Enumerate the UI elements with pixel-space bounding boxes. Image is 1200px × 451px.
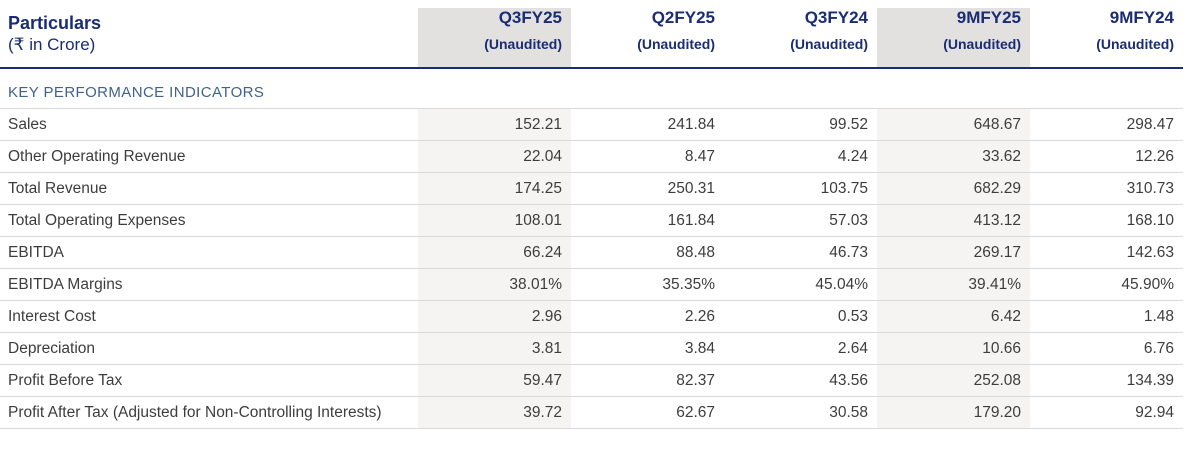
cell-value: 12.26: [1030, 140, 1183, 173]
cell-value: 103.75: [724, 172, 877, 205]
cell-value: 62.67: [571, 396, 724, 429]
cell-value: 2.64: [724, 332, 877, 365]
cell-value: 3.81: [418, 332, 571, 365]
particulars-header-cell: Particulars (₹ in Crore): [0, 8, 418, 69]
cell-value: 161.84: [571, 204, 724, 237]
row-label: Total Revenue: [0, 172, 418, 205]
table-row-total-operating-expenses: Total Operating Expenses 108.01 161.84 5…: [0, 204, 1183, 237]
column-header-q3fy25: Q3FY25 (Unaudited): [418, 8, 571, 69]
kpi-table: Particulars (₹ in Crore) Q3FY25 (Unaudit…: [0, 8, 1183, 429]
cell-value: 3.84: [571, 332, 724, 365]
cell-value: 45.04%: [724, 268, 877, 301]
audit-status-label: (Unaudited): [637, 36, 715, 52]
row-label: EBITDA: [0, 236, 418, 269]
row-label: Other Operating Revenue: [0, 140, 418, 173]
cell-value: 22.04: [418, 140, 571, 173]
cell-value: 30.58: [724, 396, 877, 429]
cell-value: 66.24: [418, 236, 571, 269]
row-label: Profit After Tax (Adjusted for Non-Contr…: [0, 396, 418, 429]
cell-value: 142.63: [1030, 236, 1183, 269]
table-header-row: Particulars (₹ in Crore) Q3FY25 (Unaudit…: [0, 8, 1183, 69]
audit-status-label: (Unaudited): [943, 36, 1021, 52]
cell-value: 241.84: [571, 108, 724, 141]
row-label: Sales: [0, 108, 418, 141]
cell-value: 174.25: [418, 172, 571, 205]
cell-value: 43.56: [724, 364, 877, 397]
cell-value: 8.47: [571, 140, 724, 173]
cell-value: 4.24: [724, 140, 877, 173]
cell-value: 269.17: [877, 236, 1030, 269]
table-row-profit-after-tax: Profit After Tax (Adjusted for Non-Contr…: [0, 396, 1183, 429]
table-row-profit-before-tax: Profit Before Tax 59.47 82.37 43.56 252.…: [0, 364, 1183, 397]
table-row-ebitda-margins: EBITDA Margins 38.01% 35.35% 45.04% 39.4…: [0, 268, 1183, 301]
column-header-9mfy24: 9MFY24 (Unaudited): [1030, 8, 1183, 69]
table-row-sales: Sales 152.21 241.84 99.52 648.67 298.47: [0, 108, 1183, 141]
cell-value: 2.96: [418, 300, 571, 333]
cell-value: 39.72: [418, 396, 571, 429]
cell-value: 45.90%: [1030, 268, 1183, 301]
column-header-q3fy24: Q3FY24 (Unaudited): [724, 8, 877, 69]
cell-value: 82.37: [571, 364, 724, 397]
table-row-interest-cost: Interest Cost 2.96 2.26 0.53 6.42 1.48: [0, 300, 1183, 333]
cell-value: 46.73: [724, 236, 877, 269]
cell-value: 413.12: [877, 204, 1030, 237]
cell-value: 33.62: [877, 140, 1030, 173]
cell-value: 92.94: [1030, 396, 1183, 429]
cell-value: 298.47: [1030, 108, 1183, 141]
cell-value: 134.39: [1030, 364, 1183, 397]
cell-value: 252.08: [877, 364, 1030, 397]
cell-value: 99.52: [724, 108, 877, 141]
cell-value: 39.41%: [877, 268, 1030, 301]
audit-status-label: (Unaudited): [1096, 36, 1174, 52]
table-row-total-revenue: Total Revenue 174.25 250.31 103.75 682.2…: [0, 172, 1183, 205]
period-label: Q2FY25: [651, 8, 715, 27]
period-label: Q3FY25: [498, 8, 562, 27]
cell-value: 179.20: [877, 396, 1030, 429]
audit-status-label: (Unaudited): [484, 36, 562, 52]
period-label: Q3FY24: [804, 8, 868, 27]
cell-value: 35.35%: [571, 268, 724, 301]
row-label: Total Operating Expenses: [0, 204, 418, 237]
cell-value: 250.31: [571, 172, 724, 205]
table-row-other-operating-revenue: Other Operating Revenue 22.04 8.47 4.24 …: [0, 140, 1183, 173]
row-label: Profit Before Tax: [0, 364, 418, 397]
section-heading-row: KEY PERFORMANCE INDICATORS: [0, 68, 1183, 109]
period-label: 9MFY24: [1109, 8, 1174, 27]
cell-value: 10.66: [877, 332, 1030, 365]
audit-status-label: (Unaudited): [790, 36, 868, 52]
row-label: Depreciation: [0, 332, 418, 365]
table-row-depreciation: Depreciation 3.81 3.84 2.64 10.66 6.76: [0, 332, 1183, 365]
particulars-label: Particulars: [8, 13, 102, 33]
cell-value: 6.76: [1030, 332, 1183, 365]
row-label: Interest Cost: [0, 300, 418, 333]
row-label: EBITDA Margins: [0, 268, 418, 301]
cell-value: 0.53: [724, 300, 877, 333]
cell-value: 1.48: [1030, 300, 1183, 333]
cell-value: 88.48: [571, 236, 724, 269]
cell-value: 2.26: [571, 300, 724, 333]
cell-value: 59.47: [418, 364, 571, 397]
cell-value: 648.67: [877, 108, 1030, 141]
cell-value: 57.03: [724, 204, 877, 237]
column-header-9mfy25: 9MFY25 (Unaudited): [877, 8, 1030, 69]
section-title: KEY PERFORMANCE INDICATORS: [0, 68, 1183, 109]
period-label: 9MFY25: [956, 8, 1021, 27]
cell-value: 310.73: [1030, 172, 1183, 205]
column-header-q2fy25: Q2FY25 (Unaudited): [571, 8, 724, 69]
cell-value: 6.42: [877, 300, 1030, 333]
cell-value: 108.01: [418, 204, 571, 237]
cell-value: 682.29: [877, 172, 1030, 205]
cell-value: 152.21: [418, 108, 571, 141]
cell-value: 168.10: [1030, 204, 1183, 237]
table-row-ebitda: EBITDA 66.24 88.48 46.73 269.17 142.63: [0, 236, 1183, 269]
currency-unit-label: (₹ in Crore): [8, 35, 96, 54]
cell-value: 38.01%: [418, 268, 571, 301]
